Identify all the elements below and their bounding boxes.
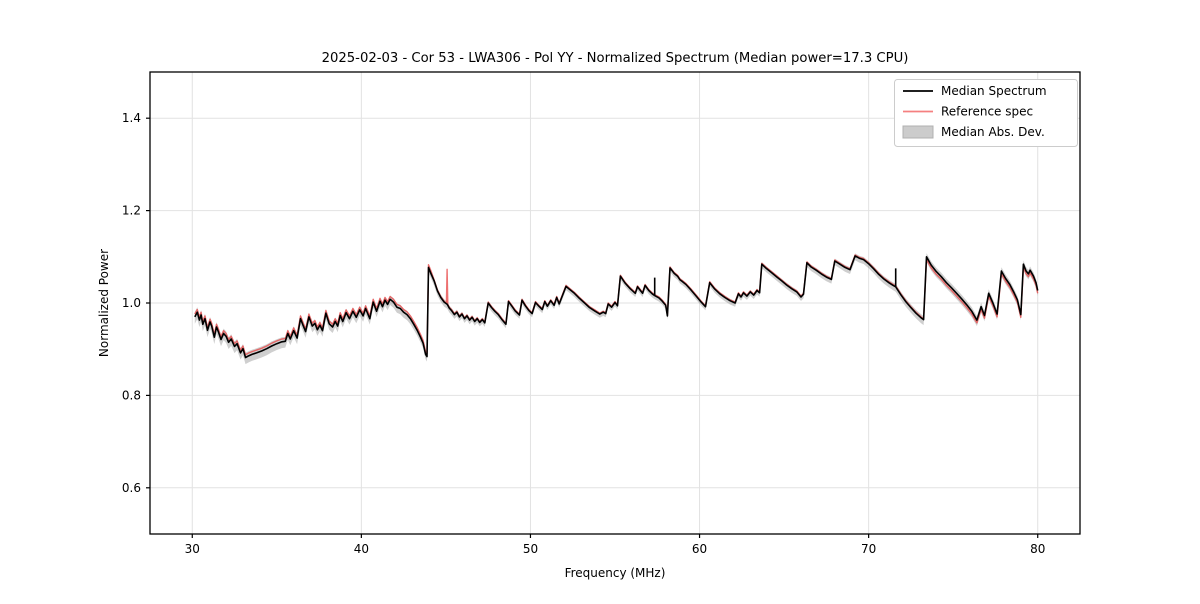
y-axis-ticks: 0.6 0.8 1.0 1.2 1.4 [122, 111, 150, 495]
x-axis-label: Frequency (MHz) [565, 566, 666, 580]
x-tick-label: 40 [354, 542, 369, 556]
x-tick-label: 60 [692, 542, 707, 556]
legend-label-median: Median Spectrum [941, 84, 1047, 98]
y-tick-label: 1.0 [122, 296, 141, 310]
x-tick-label: 80 [1030, 542, 1045, 556]
x-axis-ticks: 30 40 50 60 70 80 [185, 534, 1045, 556]
y-tick-label: 0.8 [122, 388, 141, 402]
median-spectrum-line [194, 255, 1039, 359]
x-tick-label: 50 [523, 542, 538, 556]
chart-title: 2025-02-03 - Cor 53 - LWA306 - Pol YY - … [322, 51, 909, 66]
legend-box [894, 79, 1078, 147]
legend-mad-patch-sample [902, 125, 934, 139]
y-tick-label: 1.2 [122, 204, 141, 218]
legend: Median Spectrum Reference spec Median Ab… [894, 79, 1078, 147]
y-axis-label: Normalized Power [97, 249, 111, 357]
mad-band-area [194, 253, 1038, 365]
y-tick-label: 0.6 [122, 481, 141, 495]
legend-label-mad: Median Abs. Dev. [941, 125, 1045, 139]
x-tick-label: 30 [185, 542, 200, 556]
y-tick-label: 1.4 [122, 111, 141, 125]
legend-label-reference: Reference spec [941, 105, 1033, 119]
x-tick-label: 70 [861, 542, 876, 556]
